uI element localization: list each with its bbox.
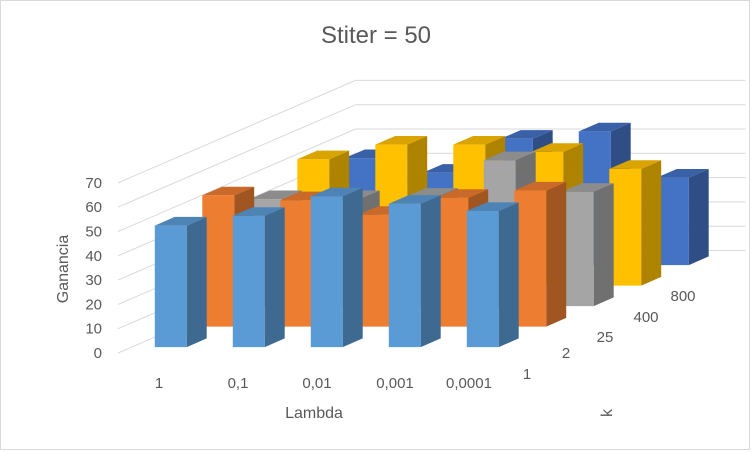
- bar-top-face: [375, 136, 428, 145]
- bar-front-face: [436, 197, 469, 327]
- bar-front-face: [280, 200, 313, 327]
- bar-top-face: [388, 195, 441, 204]
- bar: [232, 207, 285, 348]
- bar: [388, 195, 441, 348]
- bar-side-face: [420, 195, 441, 348]
- bar-front-face: [609, 168, 642, 286]
- bar: [310, 187, 363, 348]
- bar-front-face: [202, 195, 235, 327]
- bar-top-face: [483, 151, 536, 161]
- depth-axis-title: k: [599, 408, 616, 417]
- bar-front-face: [466, 211, 499, 348]
- bar-front-face: [310, 196, 343, 348]
- bar-front-face: [358, 214, 391, 327]
- bar-top-face: [232, 207, 285, 216]
- depth-tick-label: 800: [670, 288, 695, 305]
- bar-side-face: [546, 181, 567, 327]
- bar-top-face: [453, 136, 506, 145]
- bar-side-face: [688, 169, 709, 266]
- bar: [609, 160, 662, 286]
- bar-front-face: [388, 203, 421, 348]
- bar-top-face: [514, 181, 567, 191]
- x-tick-label: 0,01: [302, 375, 331, 392]
- bars-layer: [154, 122, 709, 348]
- bar: [656, 169, 709, 266]
- bar-top-face: [578, 122, 631, 132]
- bar-top-face: [561, 183, 614, 192]
- bar-top-face: [154, 216, 207, 226]
- y-tick-label: 10: [85, 321, 102, 338]
- bar-top-face: [609, 160, 662, 169]
- bar-top-face: [656, 169, 709, 178]
- bar-side-face: [264, 207, 285, 348]
- bar: [154, 216, 207, 348]
- y-tick-label: 60: [85, 199, 102, 216]
- bar-front-face: [656, 177, 689, 266]
- y-tick-label: 20: [85, 296, 102, 313]
- x-tick-label: 1: [155, 375, 163, 392]
- bar-side-face: [342, 187, 363, 348]
- y-tick-label: 0: [94, 345, 102, 362]
- depth-tick-label: 2: [562, 345, 570, 362]
- labels-layer: 0 10 20 30 40 50 60 70 1 0,1 0,01 0,001 0,0001 1 2 25 40…: [55, 175, 696, 422]
- bar-front-face: [154, 225, 187, 348]
- bar-front-face: [232, 215, 265, 348]
- x-tick-label: 0,0001: [446, 375, 492, 392]
- bar-side-face: [186, 216, 207, 348]
- bar-top-face: [249, 190, 302, 200]
- bar: [561, 183, 614, 307]
- gridline: [117, 79, 746, 184]
- bar-side-face: [593, 183, 614, 307]
- bar-top-face: [405, 188, 458, 197]
- depth-tick-label: 400: [633, 309, 658, 326]
- y-axis-title: Ganancia: [55, 235, 72, 304]
- bar-side-face: [641, 160, 662, 286]
- bar-top-face: [310, 187, 363, 197]
- bar: [514, 181, 567, 327]
- bar: [466, 202, 519, 348]
- bar-top-face: [202, 186, 255, 196]
- bar-top-face: [531, 143, 584, 152]
- bar-top-face: [466, 202, 519, 211]
- gridline: [117, 104, 746, 208]
- chart-title: Stiter = 50: [320, 22, 432, 49]
- bar-top-face: [500, 130, 553, 139]
- y-tick-label: 70: [85, 175, 102, 192]
- x-axis-title: Lambda: [285, 405, 343, 422]
- bar-top-face: [436, 189, 489, 198]
- y-tick-label: 50: [85, 224, 102, 241]
- depth-tick-label: 25: [597, 329, 614, 346]
- y-tick-label: 30: [85, 272, 102, 289]
- bar-side-face: [498, 202, 519, 348]
- bar-top-face: [297, 150, 350, 160]
- y-tick-label: 40: [85, 248, 102, 265]
- x-tick-label: 0,001: [376, 375, 414, 392]
- bar-front-face: [561, 191, 594, 307]
- bar-front-face: [514, 190, 547, 327]
- x-tick-label: 0,1: [228, 375, 249, 392]
- depth-tick-label: 1: [523, 366, 531, 383]
